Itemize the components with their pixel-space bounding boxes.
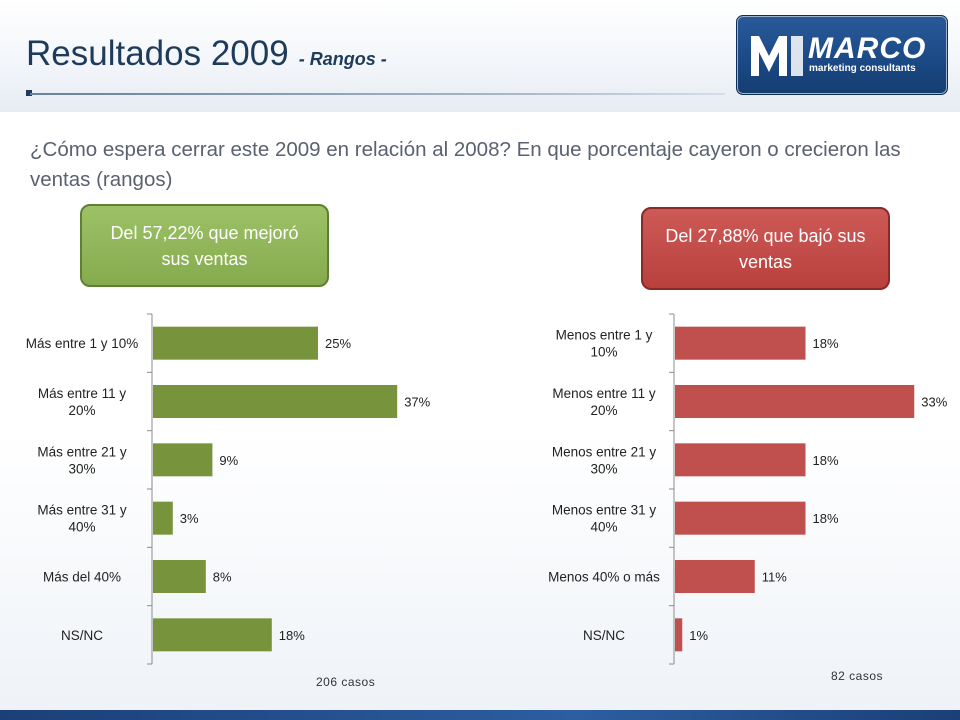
left-data-label: 3% bbox=[180, 511, 199, 526]
right-bar bbox=[675, 560, 755, 593]
left-data-label: 9% bbox=[219, 453, 238, 468]
right-bar bbox=[675, 443, 806, 477]
right-category-label: Menos entre 1 y 10% bbox=[556, 328, 653, 360]
left-category-label: Más entre 31 y 40% bbox=[37, 503, 127, 535]
right-category-label-line: Menos entre 31 y bbox=[552, 503, 657, 518]
logo-name: MARCO bbox=[808, 32, 927, 65]
right-bar bbox=[675, 326, 806, 360]
left-data-label: 37% bbox=[404, 395, 430, 410]
right-data-label: 1% bbox=[689, 628, 708, 643]
right-data-label: 18% bbox=[813, 511, 839, 526]
right-category-label: Menos entre 21 y 30% bbox=[552, 444, 657, 476]
right-category-label-line: 30% bbox=[590, 461, 617, 476]
right-category-label-line: Menos 40% o más bbox=[548, 570, 660, 585]
right-category-label-line: Menos entre 11 y bbox=[552, 386, 656, 401]
title-bullet bbox=[26, 90, 32, 96]
logo-tagline: marketing consultants bbox=[809, 63, 916, 74]
right-category-label: Menos entre 31 y 40% bbox=[552, 503, 657, 535]
callout-improved-sales: Del 57,22% que mejoró sus ventas bbox=[80, 204, 329, 287]
logo-mark-icon bbox=[751, 36, 803, 76]
left-category-label-line: Más entre 21 y bbox=[37, 444, 127, 459]
page-title: Resultados 2009 - Rangos - bbox=[26, 34, 387, 74]
right-bar bbox=[675, 385, 915, 418]
left-category-label-line: NS/NC bbox=[61, 628, 103, 643]
left-category-label-line: Más entre 11 y bbox=[38, 386, 127, 401]
left-category-label: NS/NC bbox=[61, 628, 103, 643]
left-category-label-line: 30% bbox=[68, 461, 95, 476]
right-data-label: 18% bbox=[813, 336, 839, 351]
left-category-label: Más entre 1 y 10% bbox=[26, 336, 139, 351]
callout-decreased-sales: Del 27,88% que bajó sus ventas bbox=[641, 207, 890, 290]
header: Resultados 2009 - Rangos - MARCO marketin… bbox=[0, 0, 960, 112]
left-bar bbox=[153, 618, 272, 652]
right-category-label-line: 40% bbox=[590, 520, 617, 535]
right-category-label-line: NS/NC bbox=[583, 628, 625, 643]
cases-count-left: 206 casos bbox=[316, 675, 376, 689]
right-category-label-line: 10% bbox=[590, 345, 617, 360]
left-bar bbox=[153, 385, 398, 418]
right-category-label-line: Menos entre 1 y bbox=[556, 328, 653, 343]
right-data-label: 11% bbox=[762, 570, 787, 585]
company-logo: MARCO marketing consultants bbox=[736, 15, 948, 95]
title-underline bbox=[30, 93, 725, 95]
left-bar bbox=[153, 560, 206, 593]
left-category-label: Más del 40% bbox=[43, 570, 121, 585]
right-bar bbox=[675, 501, 806, 535]
left-data-label: 18% bbox=[279, 628, 305, 643]
left-data-label: 8% bbox=[213, 570, 232, 585]
right-category-label: NS/NC bbox=[583, 628, 625, 643]
page-title-text: Resultados 2009 bbox=[26, 34, 289, 73]
page-subtitle: - Rangos - bbox=[298, 49, 387, 69]
left-bar bbox=[153, 443, 213, 477]
cases-count-right: 82 casos bbox=[831, 669, 884, 683]
left-category-label-line: 20% bbox=[68, 403, 95, 418]
left-category-label: Más entre 11 y 20% bbox=[38, 386, 127, 418]
right-category-label-line: 20% bbox=[590, 403, 617, 418]
right-category-label: Menos entre 11 y 20% bbox=[552, 386, 656, 418]
left-category-label-line: Más del 40% bbox=[43, 570, 121, 585]
left-category-label-line: 40% bbox=[68, 520, 95, 535]
left-category-label: Más entre 21 y 30% bbox=[37, 444, 127, 476]
right-category-label: Menos 40% o más bbox=[548, 570, 660, 585]
left-category-label-line: Más entre 31 y bbox=[37, 503, 127, 518]
right-data-label: 18% bbox=[813, 453, 839, 468]
right-bar bbox=[675, 618, 683, 652]
left-data-label: 25% bbox=[325, 336, 351, 351]
left-bar bbox=[153, 501, 173, 535]
left-category-label-line: Más entre 1 y 10% bbox=[26, 336, 139, 351]
left-bar bbox=[153, 326, 318, 360]
right-data-label: 33% bbox=[921, 395, 947, 410]
right-category-label-line: Menos entre 21 y bbox=[552, 444, 657, 459]
survey-question: ¿Cómo espera cerrar este 2009 en relació… bbox=[30, 138, 901, 191]
footer-bar bbox=[0, 710, 960, 720]
